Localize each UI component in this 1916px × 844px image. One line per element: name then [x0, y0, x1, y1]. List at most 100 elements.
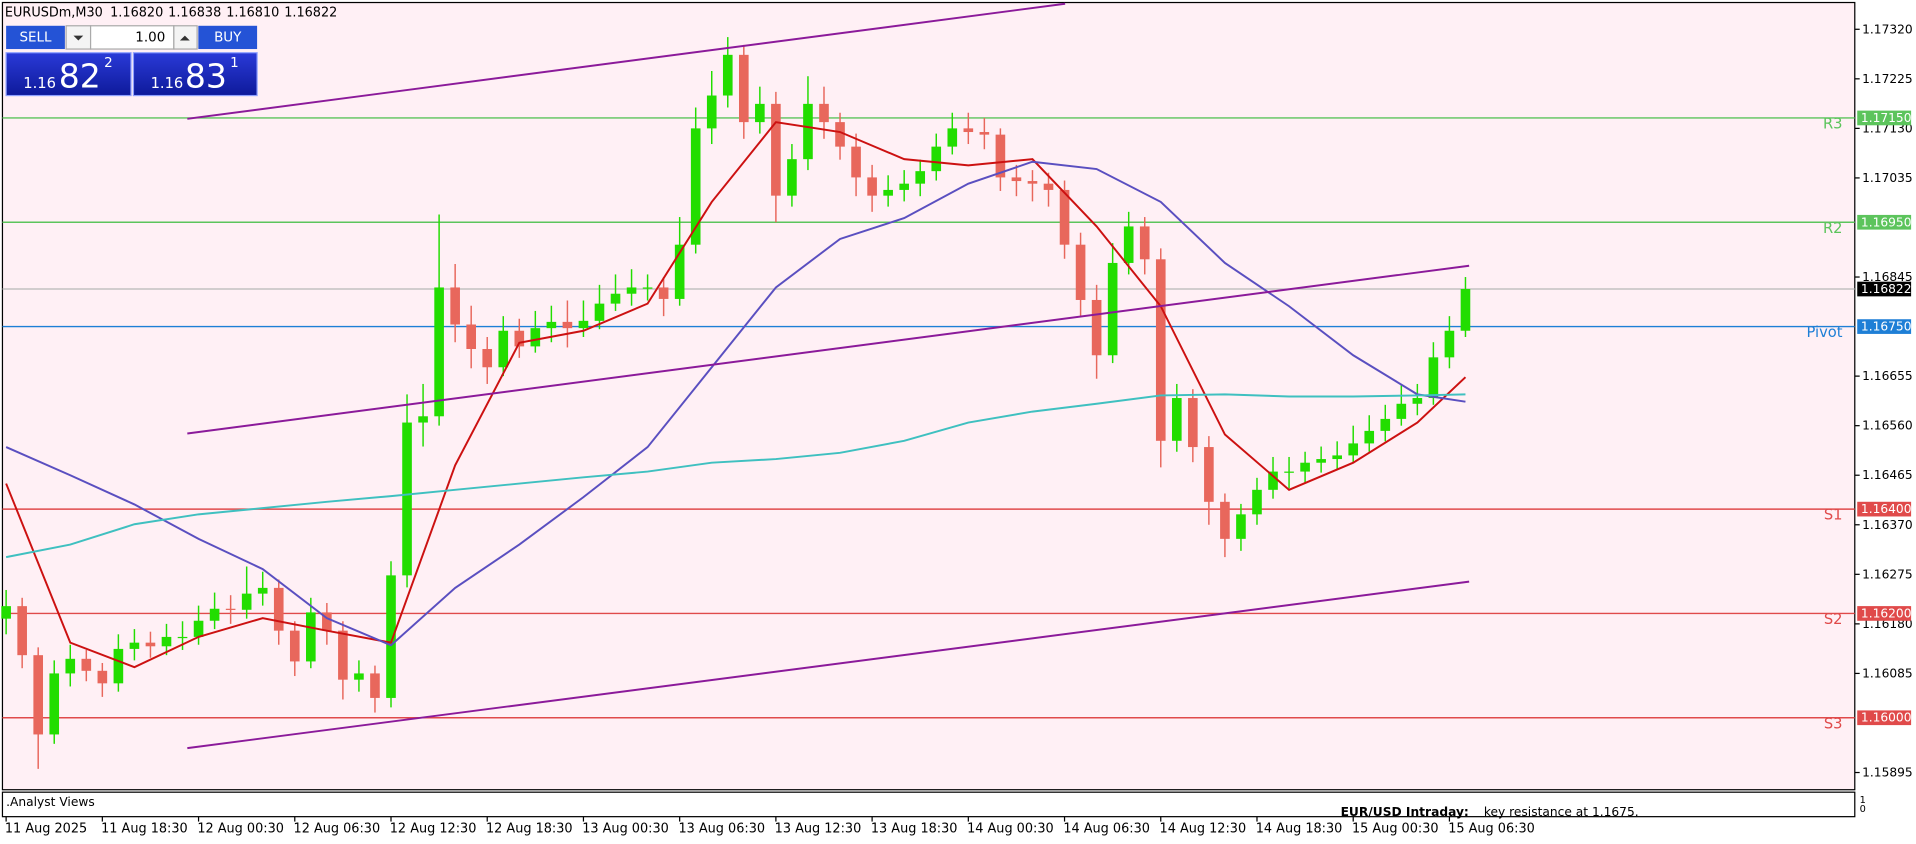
candle-body [466, 324, 476, 350]
candle-body [642, 287, 653, 289]
ask-big: 1.16 [151, 75, 184, 92]
arrow-down [73, 35, 84, 41]
candle-body [1252, 489, 1262, 515]
level-price-box [1857, 606, 1912, 621]
sell-label: SELL [19, 31, 52, 46]
level-price-label: 1.16400 [1861, 502, 1912, 516]
x-tick-label: 11 Aug 18:30 [101, 821, 188, 836]
level-name: Pivot [1806, 324, 1842, 341]
candle-body [1316, 459, 1326, 463]
candle-body [1, 606, 11, 619]
candle-body [1428, 357, 1439, 399]
candle-body [722, 54, 733, 96]
candle-body [546, 321, 557, 329]
candle-body [851, 146, 861, 178]
indicator-text: key resistance at 1.1675. [1484, 805, 1639, 819]
buy-label: BUY [214, 31, 242, 46]
candle-body [1155, 259, 1166, 441]
level-name: S1 [1824, 507, 1843, 524]
x-tick-label: 11 Aug 2025 [5, 821, 87, 836]
symbol: EURUSDm,M30 [5, 5, 103, 20]
candle-body [1380, 418, 1391, 431]
x-tick-label: 12 Aug 18:30 [486, 821, 573, 836]
ask-sup: 1 [230, 56, 239, 71]
lot-value: 1.00 [135, 31, 165, 46]
candle-body [370, 673, 380, 698]
y-tick-label: 1.17320 [1862, 22, 1913, 36]
y-tick-label: 1.16370 [1862, 518, 1913, 532]
candle-body [129, 642, 140, 649]
candle-body [209, 608, 220, 621]
candle-body [979, 132, 990, 135]
ask-main: 83 [185, 56, 227, 95]
candle-body [113, 648, 124, 684]
candle-body [1043, 183, 1054, 190]
candle-body [755, 103, 765, 123]
sell-button[interactable] [6, 25, 65, 50]
candle-body [787, 159, 797, 196]
candle-body [1027, 181, 1038, 184]
candle-body [161, 636, 172, 647]
x-tick-label: 14 Aug 00:30 [967, 821, 1054, 836]
level-name: S2 [1824, 611, 1843, 628]
y-tick-label: 1.16085 [1862, 666, 1913, 680]
candle-body [995, 134, 1006, 178]
candle-body [482, 349, 493, 368]
candle-body [97, 670, 108, 684]
level-price-label: 1.16000 [1861, 711, 1912, 725]
x-tick-label: 14 Aug 18:30 [1256, 821, 1343, 836]
y-tick-label: 1.17225 [1862, 72, 1913, 86]
candle-body [706, 95, 717, 129]
candle-body [514, 330, 525, 347]
candle-body [1364, 430, 1375, 444]
y-tick-label: 1.16845 [1862, 270, 1913, 284]
arrow-up [179, 35, 190, 41]
x-tick-label: 13 Aug 18:30 [871, 821, 958, 836]
candle-body [81, 658, 92, 671]
candle-body [1444, 330, 1455, 358]
level-name: R3 [1823, 116, 1843, 133]
candle-body [690, 128, 701, 245]
x-tick-label: 15 Aug 00:30 [1352, 821, 1439, 836]
candle-body [257, 587, 268, 594]
x-tick-label: 12 Aug 00:30 [197, 821, 284, 836]
x-tick-label: 12 Aug 06:30 [294, 821, 381, 836]
candle-body [1204, 447, 1214, 502]
candle-body [1188, 398, 1198, 448]
candle-body [1220, 501, 1230, 539]
header-price: 1.16810 [226, 5, 279, 20]
level-price-label: 1.17150 [1861, 111, 1912, 125]
candle-body [835, 122, 845, 147]
level-name: R2 [1823, 220, 1843, 237]
candle-body [225, 608, 236, 610]
y-tick-label: 1.16560 [1862, 419, 1913, 433]
buy-button[interactable] [198, 25, 258, 50]
candle-body [1059, 189, 1070, 245]
candle-body [562, 321, 573, 329]
candle-body [1107, 262, 1118, 356]
bid-box[interactable] [5, 52, 132, 97]
indicator-tick-label: 0 [1860, 804, 1866, 815]
ask-box[interactable] [132, 52, 258, 97]
candle-body [931, 146, 942, 172]
candle-body [1300, 462, 1310, 472]
last-price-box [1857, 281, 1912, 297]
candle-body [1011, 177, 1022, 182]
candle-body [386, 575, 396, 698]
x-tick-label: 13 Aug 12:30 [775, 821, 862, 836]
channel-middle [187, 264, 1470, 435]
candle-body [947, 128, 958, 147]
candle-body [867, 177, 877, 196]
x-tick-label: 13 Aug 00:30 [582, 821, 669, 836]
x-tick-label: 13 Aug 06:30 [678, 821, 765, 836]
indicator-tick-label: 1 [1860, 795, 1866, 806]
candle-body [354, 673, 364, 680]
indicator-heading: EUR/USD Intraday: [1341, 805, 1469, 819]
candle-body [1412, 398, 1423, 404]
candle-body [1171, 398, 1182, 441]
x-tick-label: 15 Aug 06:30 [1448, 821, 1535, 836]
candle-body [306, 612, 316, 662]
candle-body [626, 287, 637, 294]
candle-body [145, 642, 156, 647]
bid-sup: 2 [104, 56, 113, 71]
